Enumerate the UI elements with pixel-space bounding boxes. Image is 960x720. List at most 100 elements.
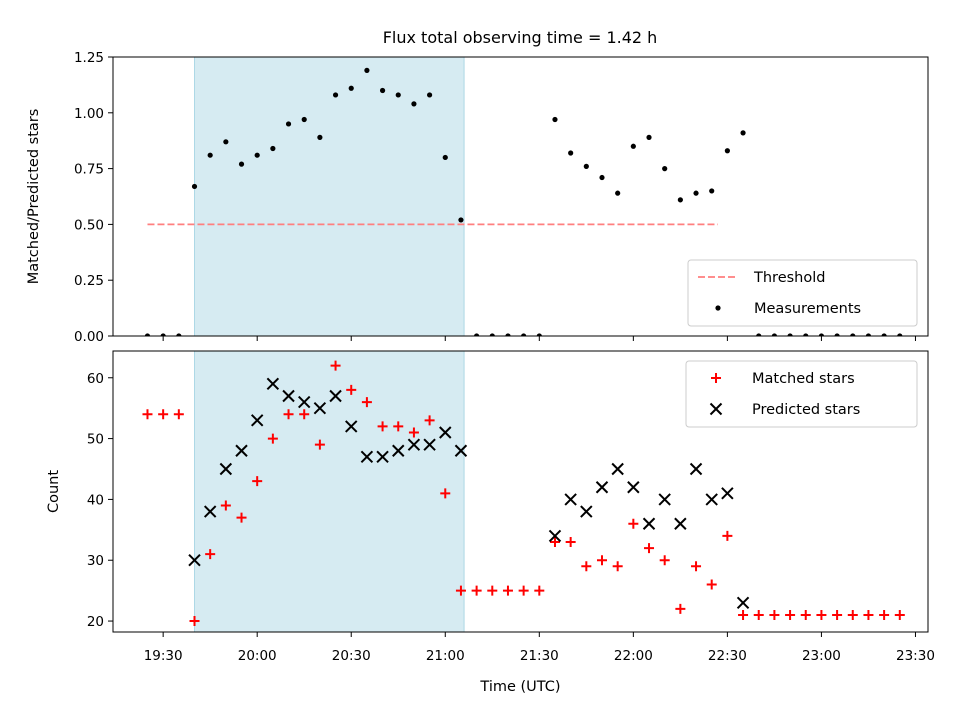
measurement-point — [881, 333, 887, 336]
predicted-point — [219, 462, 233, 476]
measurement-point — [489, 333, 495, 336]
measurement-point — [568, 150, 574, 156]
measurement-point — [379, 87, 386, 94]
legend-predicted-swatch — [709, 402, 723, 416]
predicted-point — [250, 414, 264, 427]
predicted-point — [360, 450, 374, 464]
predicted-point — [282, 389, 295, 403]
measurement-point — [332, 92, 339, 98]
measurement-point — [646, 134, 652, 140]
predicted-point — [266, 377, 280, 391]
matched-point — [502, 585, 513, 596]
matched-point — [785, 609, 796, 620]
matched-point — [549, 536, 560, 547]
y-tick-label: 30 — [87, 553, 104, 569]
predicted-point — [642, 517, 656, 530]
matched-point — [220, 500, 231, 511]
measurement-point — [160, 333, 166, 336]
predicted-point — [298, 395, 311, 409]
legend-matched-swatch — [711, 373, 721, 383]
matched-point — [706, 579, 717, 590]
predicted-point — [345, 420, 358, 433]
predicted-point — [188, 554, 201, 567]
predicted-point — [548, 529, 562, 543]
matched-point — [534, 585, 545, 596]
measurement-point — [583, 163, 589, 169]
y-tick-label: 0.75 — [74, 162, 104, 178]
legend-frame — [685, 360, 918, 428]
matched-point — [283, 409, 294, 420]
measurement-point — [223, 139, 229, 145]
x-tick-label: 22:00 — [614, 648, 653, 664]
matched-point — [236, 512, 247, 523]
measurement-point — [834, 333, 840, 336]
predicted-point — [736, 596, 750, 610]
measurement-point — [317, 134, 323, 140]
x-tick-label: 21:30 — [520, 648, 559, 664]
y-tick-label: 1.25 — [74, 50, 104, 66]
matched-point — [597, 555, 607, 566]
matched-point — [518, 585, 529, 596]
observing-window — [194, 350, 465, 633]
y-tick-label: 50 — [87, 432, 104, 448]
matched-point — [158, 409, 169, 420]
measurement-point — [536, 333, 542, 336]
matched-point — [346, 384, 357, 395]
matched-point — [330, 360, 341, 371]
measurement-point — [442, 154, 448, 161]
plot-area — [142, 360, 905, 627]
matched-point — [455, 585, 466, 596]
y-tick-label: 1.00 — [74, 106, 104, 122]
legend: Matched stars Predicted stars — [685, 360, 918, 428]
measurement-point — [254, 152, 260, 158]
measurement-point — [865, 333, 872, 336]
measurement-point — [693, 190, 699, 196]
series-predicted-stars — [188, 377, 750, 610]
measurement-point — [270, 145, 276, 152]
measurement-point — [411, 101, 417, 107]
measurement-point — [787, 333, 793, 336]
y-axis-label: Count — [46, 470, 62, 513]
legend-label: Measurements — [754, 301, 861, 317]
predicted-point — [423, 438, 436, 451]
measurement-point — [395, 92, 401, 98]
measurement-point — [740, 130, 746, 136]
x-tick-label: 23:00 — [802, 648, 841, 664]
measurement-point — [426, 92, 433, 98]
measurement-point — [615, 190, 621, 196]
matched-point — [628, 518, 639, 529]
matched-point — [471, 585, 482, 596]
predicted-point — [454, 444, 468, 457]
matched-point — [565, 536, 576, 547]
matched-point — [205, 549, 216, 560]
y-axis-label: Matched/Predicted stars — [26, 109, 42, 285]
predicted-point — [674, 517, 687, 530]
measurement-point — [144, 333, 151, 336]
predicted-point — [564, 493, 577, 506]
predicted-point — [329, 389, 342, 403]
matched-point — [189, 616, 200, 627]
measurement-point — [662, 166, 668, 172]
matched-point — [800, 609, 811, 620]
measurement-point — [803, 333, 809, 336]
matched-point — [675, 603, 686, 614]
legend-frame — [687, 259, 918, 327]
matched-point — [377, 421, 388, 432]
measurement-point — [364, 67, 370, 73]
series-matched-stars — [142, 360, 905, 627]
x-tick-label: 20:00 — [238, 648, 277, 664]
matched-point — [879, 609, 890, 620]
matched-point — [612, 561, 623, 572]
measurement-point — [850, 333, 856, 336]
matched-point — [644, 543, 655, 554]
predicted-point — [313, 401, 327, 415]
matched-point — [173, 409, 184, 420]
matched-point — [314, 439, 325, 450]
measurement-point — [552, 116, 558, 123]
measurement-point — [207, 152, 213, 158]
ratio-panel: 0.00 0.25 0.50 0.75 1.00 1.25 Matched/Predicte… — [26, 50, 929, 345]
measurement-point — [677, 197, 683, 203]
matched-point — [691, 561, 702, 572]
x-tick-label: 20:30 — [332, 648, 371, 664]
